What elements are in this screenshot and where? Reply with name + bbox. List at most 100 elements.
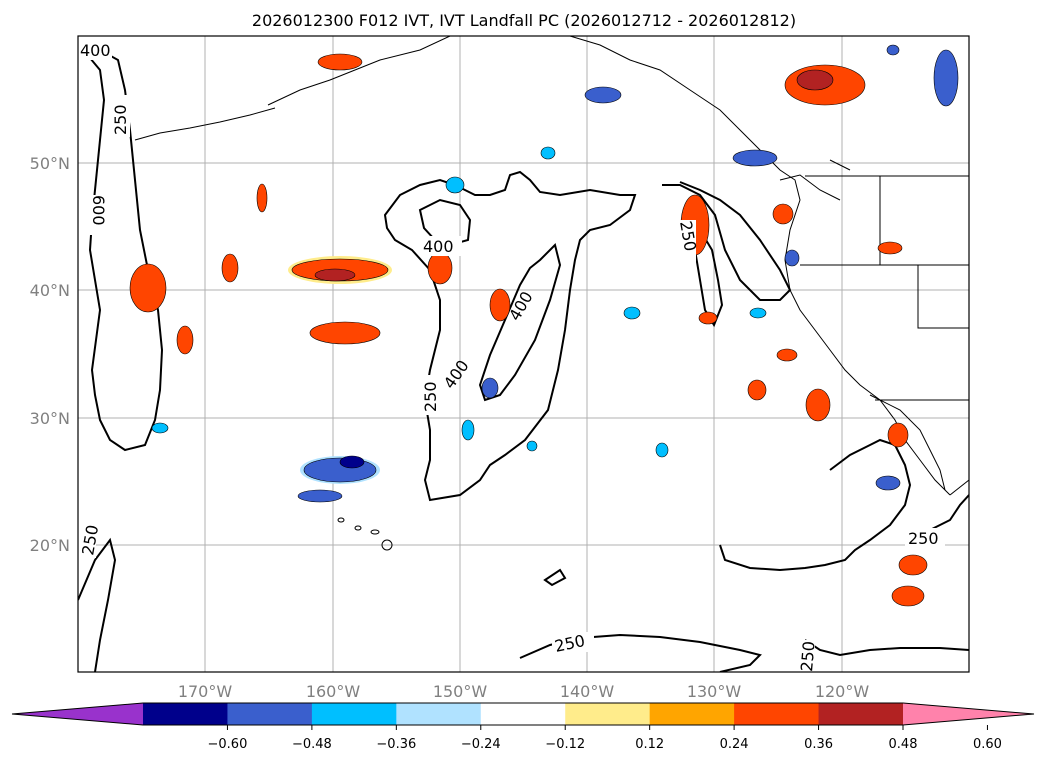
neg-blob-mexico [875, 475, 901, 491]
pos-blob-west-mid [221, 253, 239, 283]
neg-blob-west [151, 422, 169, 434]
pos-blob-idaho [877, 241, 903, 255]
colorbar-tick-label: −0.60 [208, 737, 248, 752]
mexico-coast [949, 479, 969, 496]
pos-blob-bc-core [796, 69, 834, 91]
colorbar-segment [818, 703, 904, 725]
colorbar-segment [227, 703, 313, 725]
contour-250-se [804, 639, 969, 657]
colorbar-tick-label: 0.60 [973, 737, 1002, 752]
neg-blob-center [481, 377, 499, 399]
lat-tick-label: 20°N [30, 536, 70, 555]
neg-blob-center-south [461, 419, 475, 441]
contour-400-inner [418, 198, 472, 247]
vancouver-island [779, 159, 851, 201]
pos-blob-mexico-south [891, 585, 925, 607]
pc-negative-anomalies [151, 44, 959, 503]
contour-250-coast [662, 181, 792, 301]
contour-label: 400 [80, 41, 111, 60]
colorbar-segment [649, 703, 735, 725]
colorbar-tick-label: 0.36 [804, 737, 833, 752]
contour-label: 250 [797, 640, 819, 672]
lon-tick-label: 170°W [178, 682, 233, 701]
contour-label: 600 [89, 195, 108, 226]
lon-tick-label: 140°W [560, 682, 615, 701]
maui [370, 529, 380, 535]
colorbar-outline [11, 702, 1035, 726]
contour-400-west [78, 41, 164, 452]
colorbar-tick-label: −0.48 [292, 737, 332, 752]
lat-tick-label: 40°N [30, 281, 70, 300]
pos-blob-central-core [314, 268, 356, 282]
pos-blob-aleutian [256, 183, 268, 213]
neg-blob-gulf-ak [933, 49, 959, 107]
neg-blob-east [655, 442, 669, 458]
map-border [77, 35, 970, 673]
colorbar-tick-label: −0.12 [545, 737, 585, 752]
contour-small-south [543, 568, 567, 587]
colorbar-tick-label: 0.12 [635, 737, 664, 752]
pos-blob-center [427, 251, 453, 285]
lon-tick-label: 120°W [815, 682, 870, 701]
ivt-contours [78, 41, 969, 672]
oahu [354, 525, 362, 531]
lon-tick-labels: 170°W 160°W 150°W 140°W 130°W 120°W [178, 682, 870, 701]
colorbar-segment [480, 703, 566, 725]
lat-tick-label: 50°N [30, 154, 70, 173]
pos-blob-west [129, 263, 167, 313]
contour-250-baja [719, 438, 912, 572]
colorbar-tick-label: 0.48 [889, 737, 918, 752]
hawaii-islands [337, 517, 393, 551]
pos-blob-socal [805, 388, 831, 422]
contour-label: 250 [111, 104, 130, 135]
pc-positive-anomalies [129, 53, 928, 607]
colorbar-tick-label: −0.36 [376, 737, 416, 752]
colorbar-extend-high [903, 703, 1034, 725]
colorbar-segment [734, 703, 820, 725]
baja-coast [869, 394, 946, 491]
neg-blob-north-center [540, 146, 556, 160]
neg-blob-north-mid [584, 86, 622, 104]
neg-blob-oregon-coast [784, 249, 800, 267]
aleutian-coast [134, 107, 276, 141]
kauai [337, 517, 345, 523]
neg-blob-hawaii-core [339, 455, 365, 469]
pos-blob-west-south [176, 325, 194, 355]
contour-label: 250 [421, 381, 440, 412]
lat-tick-labels: 50°N 40°N 30°N 20°N [30, 154, 70, 555]
colorbar-tick-label: 0.24 [720, 737, 749, 752]
pos-blob-offshore-2 [776, 348, 798, 362]
alaska-coast [267, 36, 451, 106]
lon-tick-label: 150°W [433, 682, 488, 701]
map-area [78, 36, 969, 672]
contour-label: 250 [908, 529, 939, 548]
neg-blob-bc-coast [732, 149, 778, 167]
colorbar-segment [143, 703, 228, 725]
contour-250-sw [78, 537, 117, 672]
contour-250-center [383, 170, 637, 502]
pos-blob-central-south [309, 321, 381, 345]
contour-250-inland [693, 227, 724, 328]
neg-blob-ak-small [886, 44, 900, 56]
lat-tick-label: 30°N [30, 409, 70, 428]
neg-blob-north-center-2 [445, 176, 465, 194]
colorbar-segment [565, 703, 651, 725]
colorbar: −0.60 −0.48 −0.36 −0.24 −0.12 0.12 0.24 0.36 0.4… [11, 702, 1035, 752]
pos-blob-north [317, 53, 363, 71]
map-title: 2026012300 F012 IVT, IVT Landfall PC (20… [252, 11, 796, 30]
contour-label: 400 [423, 237, 454, 256]
pos-blob-center-east [489, 288, 511, 322]
pos-blob-baja [887, 422, 909, 448]
big-island [381, 539, 393, 551]
lon-tick-label: 160°W [306, 682, 361, 701]
colorbar-tick-label: −0.24 [461, 737, 501, 752]
pos-blob-offshore-ca [747, 379, 767, 401]
neg-blob-small-1 [526, 440, 538, 452]
contour-250-mexico [929, 494, 969, 531]
pos-blob-mid-offshore [698, 311, 718, 325]
pos-blob-mexico [898, 554, 928, 576]
neg-blob-hawaii-south [297, 489, 343, 503]
contour-label-group: 400 250 600 400 400 250 400 250 250 250 … [78, 40, 945, 672]
